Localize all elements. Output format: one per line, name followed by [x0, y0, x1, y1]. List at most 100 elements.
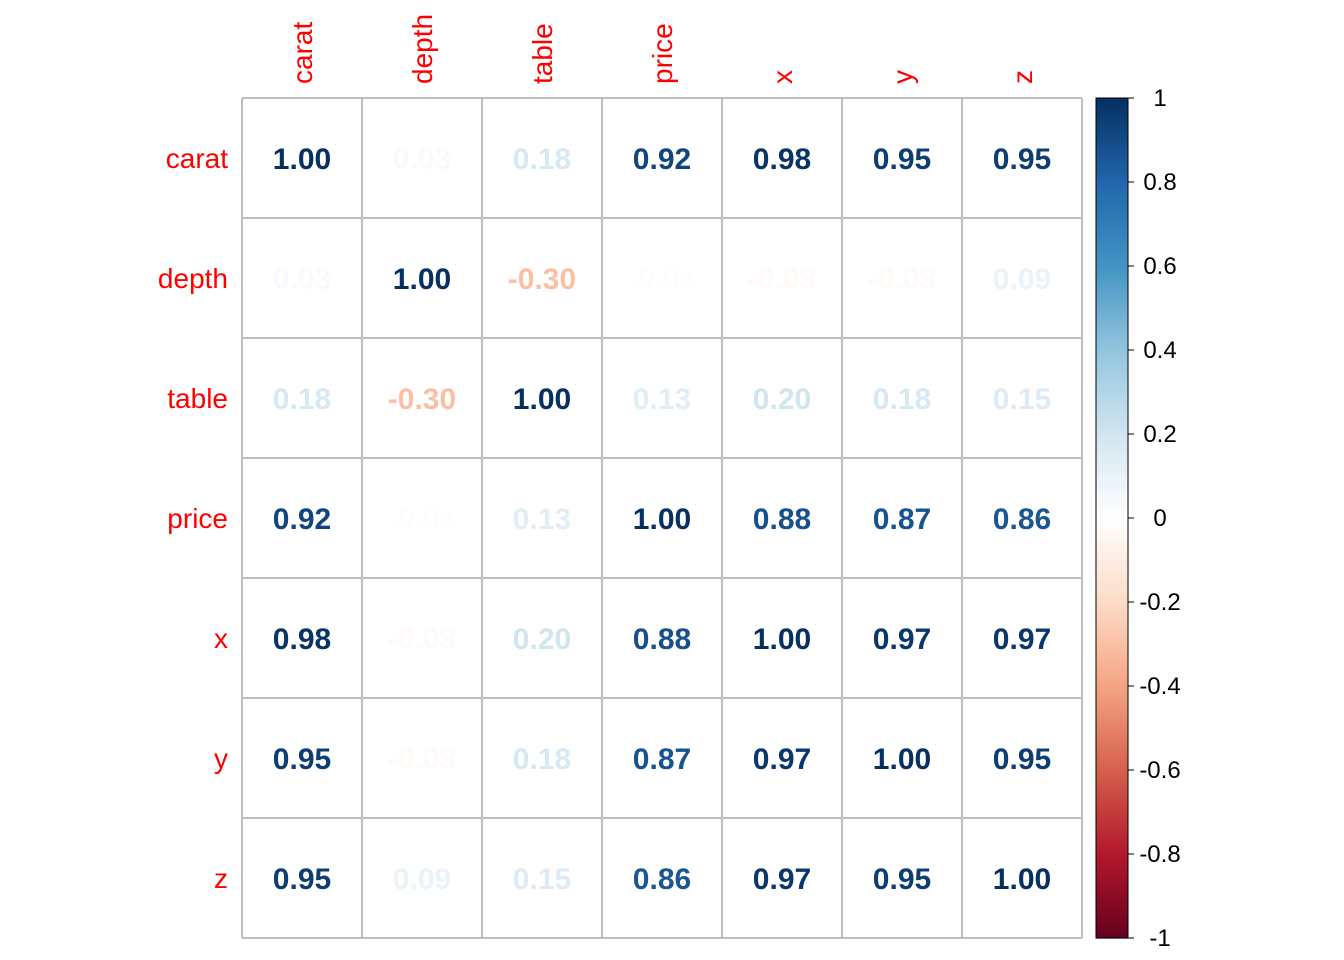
colorbar-segment [1096, 119, 1128, 124]
cell-carat-price [602, 98, 722, 218]
colorbar-segment [1096, 379, 1128, 385]
colorbar-segment [1096, 891, 1128, 897]
colorbar-segment [1096, 543, 1128, 548]
cell-table-depth [362, 338, 482, 458]
colorbar-segment [1096, 929, 1128, 935]
cell-price-y [842, 458, 962, 578]
colorbar-segment [1096, 803, 1128, 809]
cell-y-x [722, 698, 842, 818]
colorbar-segment [1096, 887, 1128, 893]
colorbar-segment [1096, 618, 1128, 624]
colorbar-segment [1096, 148, 1128, 154]
colorbar-segment [1096, 169, 1128, 175]
colorbar-segment [1096, 203, 1128, 208]
colorbar-segment [1096, 501, 1128, 506]
colorbar-segment [1096, 568, 1128, 574]
row-label-y: y [214, 743, 228, 774]
cell-value-table-z: 0.15 [993, 383, 1051, 416]
colorbar-segment [1096, 862, 1128, 868]
colorbar-segment [1096, 324, 1128, 330]
colorbar-segment [1096, 438, 1128, 443]
colorbar-segment [1096, 849, 1128, 855]
colorbar-segment [1096, 144, 1128, 149]
colorbar-segment [1096, 408, 1128, 414]
colorbar-tick-label: 1 [1153, 85, 1166, 112]
cell-value-depth-carat: 0.03 [273, 263, 331, 296]
colorbar-segment [1096, 253, 1128, 259]
colorbar-segment [1096, 639, 1128, 645]
colorbar-segment [1096, 648, 1128, 653]
cell-x-carat [242, 578, 362, 698]
row-labels: carat depth table price x y z [158, 143, 228, 894]
colorbar-segment [1096, 282, 1128, 288]
colorbar-segment [1096, 266, 1128, 271]
cell-x-depth [362, 578, 482, 698]
colorbar-segment [1096, 371, 1128, 376]
cell-depth-carat [242, 218, 362, 338]
cell-value-depth-depth: 1.00 [393, 263, 451, 296]
cell-price-carat [242, 458, 362, 578]
colorbar-segment [1096, 442, 1128, 448]
colorbar-segment [1096, 98, 1128, 103]
cell-value-z-x: 0.97 [753, 863, 811, 896]
cell-value-carat-price: 0.92 [633, 143, 691, 176]
cell-value-z-price: 0.86 [633, 863, 691, 896]
colorbar-segment [1096, 345, 1128, 351]
cell-price-price [602, 458, 722, 578]
cell-value-depth-z: 0.09 [993, 263, 1051, 296]
colorbar-segment [1096, 652, 1128, 658]
colorbar-segment [1096, 312, 1128, 317]
colorbar-segment [1096, 291, 1128, 296]
colorbar-segment [1096, 896, 1128, 901]
colorbar-segment [1096, 232, 1128, 238]
colorbar-segment [1096, 173, 1128, 179]
cell-carat-depth [362, 98, 482, 218]
colorbar-tick-label: -0.8 [1139, 841, 1180, 868]
colorbar-segment [1096, 404, 1128, 410]
colorbar-segment [1096, 257, 1128, 263]
colorbar-segment [1096, 211, 1128, 217]
cell-value-carat-y: 0.95 [873, 143, 931, 176]
cell-depth-y [842, 218, 962, 338]
colorbar-segment [1096, 240, 1128, 246]
colorbar-segment [1096, 123, 1128, 128]
colorbar-segment [1096, 677, 1128, 683]
cell-carat-y [842, 98, 962, 218]
colorbar-segment [1096, 480, 1128, 485]
colorbar-segment [1096, 194, 1128, 200]
colorbar-segment [1096, 513, 1128, 519]
colorbar-segment [1096, 387, 1128, 393]
cell-z-x [722, 818, 842, 938]
colorbar-segment [1096, 576, 1128, 582]
colorbar-segment [1096, 597, 1128, 603]
colorbar-segment [1096, 900, 1128, 905]
colorbar-segment [1096, 316, 1128, 322]
cell-value-y-z: 0.95 [993, 743, 1051, 776]
colorbar-segment [1096, 140, 1128, 145]
colorbar-segment [1096, 799, 1128, 805]
colorbar-segment [1096, 459, 1128, 464]
cell-z-depth [362, 818, 482, 938]
colorbar-segment [1096, 778, 1128, 784]
colorbar-segment [1096, 698, 1128, 704]
colorbar-segment [1096, 471, 1128, 477]
colorbar-segment [1096, 207, 1128, 212]
colorbar-segment [1096, 329, 1128, 334]
grid-lines [241, 97, 1083, 939]
colorbar-segment [1096, 761, 1128, 767]
cell-value-table-x: 0.20 [753, 383, 811, 416]
colorbar-segment [1096, 228, 1128, 233]
colorbar-tick-label: 0 [1153, 505, 1166, 532]
colorbar-tick-label: -0.4 [1139, 673, 1180, 700]
colorbar-segment [1096, 572, 1128, 578]
colorbar-segment [1096, 551, 1128, 557]
colorbar-segment [1096, 870, 1128, 876]
colorbar-segment [1096, 114, 1128, 120]
colorbar-segment [1096, 912, 1128, 918]
colorbar-segment [1096, 518, 1128, 523]
cell-z-z [962, 818, 1082, 938]
cell-value-z-carat: 0.95 [273, 863, 331, 896]
colorbar-segment [1096, 644, 1128, 649]
colorbar-segment [1096, 270, 1128, 275]
column-label-depth: depth [407, 14, 438, 84]
